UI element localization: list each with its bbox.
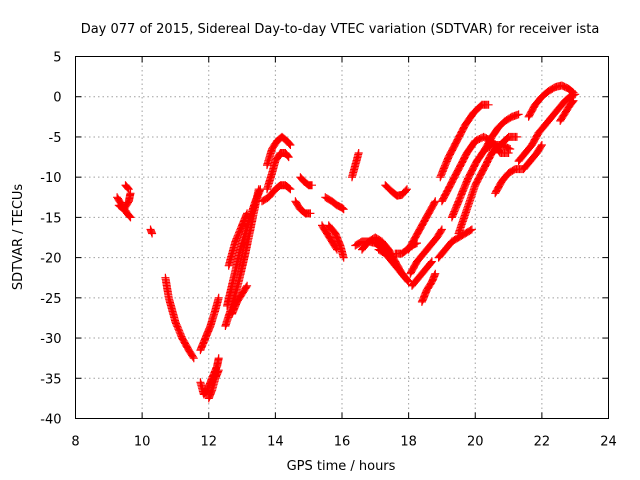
series-sat-y <box>381 181 411 200</box>
x-tick-label: 20 <box>467 435 484 450</box>
chart-title: Day 077 of 2015, Sidereal Day-to-day VTE… <box>81 22 600 37</box>
data-points <box>381 181 411 200</box>
data-points <box>404 197 440 254</box>
data-marks <box>113 81 580 403</box>
x-tick-label: 24 <box>600 435 617 450</box>
series-sat-q <box>296 173 316 190</box>
y-tick-label: -30 <box>40 332 61 347</box>
x-tick-label: 12 <box>200 435 217 450</box>
data-points <box>196 293 223 355</box>
data-points <box>556 96 578 125</box>
series-sat-aj <box>491 141 546 198</box>
series-sat-ab <box>406 225 446 278</box>
data-points <box>263 132 295 170</box>
data-points <box>524 81 578 121</box>
x-tick-label: 22 <box>534 435 551 450</box>
y-tick-label: -5 <box>49 131 62 146</box>
series-sat-an <box>556 96 578 125</box>
x-tick-label: 8 <box>71 435 79 450</box>
data-points <box>296 173 316 190</box>
series-sat-x <box>374 245 413 286</box>
series-sat-ai <box>454 132 521 238</box>
data-points <box>406 225 446 278</box>
data-points <box>321 193 348 214</box>
series-sat-l <box>228 281 252 318</box>
series-sat-j <box>223 185 265 310</box>
series-sat-m <box>258 181 295 206</box>
data-points <box>258 181 295 206</box>
series-sat-ae <box>434 225 476 262</box>
x-axis-label: GPS time / hours <box>287 459 396 474</box>
y-tick-labels: 5 0 -5 -10 -15 -20 -25 -30 -35 -40 <box>40 51 61 428</box>
series-sat-n <box>263 149 293 194</box>
data-points <box>204 366 223 403</box>
series-sat-ak <box>481 110 523 153</box>
y-tick-label: 0 <box>53 91 61 106</box>
series-sat-k <box>224 209 252 270</box>
data-points <box>514 90 580 166</box>
x-tick-label: 16 <box>334 435 351 450</box>
series-sat-t <box>321 193 348 214</box>
series-sat-aa <box>404 197 440 254</box>
data-points <box>121 181 133 194</box>
series-sat-ad <box>417 269 440 306</box>
series-sat-r <box>318 221 341 254</box>
y-tick-label: -25 <box>40 292 61 307</box>
data-points <box>224 209 252 270</box>
data-points <box>434 225 476 262</box>
y-tick-label: -35 <box>40 372 61 387</box>
data-points <box>263 149 293 194</box>
y-tick-label: -40 <box>40 413 61 428</box>
series-sat-am <box>524 81 578 121</box>
series-sat-f <box>196 293 223 355</box>
series-sat-h <box>204 366 223 403</box>
series-sat-b <box>114 189 135 214</box>
data-points <box>228 281 252 318</box>
x-tick-label: 10 <box>134 435 151 450</box>
data-points <box>348 149 363 182</box>
y-tick-label: -10 <box>40 171 61 186</box>
data-points <box>374 245 413 286</box>
data-points <box>408 257 436 290</box>
series-sat-ac <box>408 257 436 290</box>
series-sat-s <box>324 221 348 262</box>
data-points <box>161 273 198 363</box>
x-tick-label: 14 <box>267 435 284 450</box>
series-sat-e <box>161 273 198 363</box>
data-points <box>223 185 265 310</box>
series-sat-af <box>436 100 493 182</box>
data-points <box>146 225 157 238</box>
data-points <box>436 100 493 182</box>
data-points <box>454 132 521 238</box>
y-axis-label: SDTVAR / TECUs <box>11 184 26 291</box>
axis-ticks <box>75 56 609 419</box>
series-sat-o <box>263 132 295 170</box>
y-tick-label: -20 <box>40 252 61 267</box>
y-tick-label: -15 <box>40 211 61 226</box>
data-points <box>417 269 440 306</box>
series-sat-d <box>146 225 157 238</box>
data-points <box>318 221 341 254</box>
series-sat-c <box>121 181 133 194</box>
x-tick-labels: 8 10 12 14 16 18 20 22 24 <box>71 435 616 450</box>
data-points <box>324 221 348 262</box>
series-sat-p <box>291 197 315 218</box>
series-sat-u <box>348 149 363 182</box>
x-tick-label: 18 <box>400 435 417 450</box>
data-points <box>491 141 546 198</box>
data-points <box>481 110 523 153</box>
data-points <box>114 189 135 214</box>
grid-lines <box>75 56 609 419</box>
y-tick-label: 5 <box>53 51 61 66</box>
data-points <box>291 197 315 218</box>
series-sat-al <box>514 90 580 166</box>
